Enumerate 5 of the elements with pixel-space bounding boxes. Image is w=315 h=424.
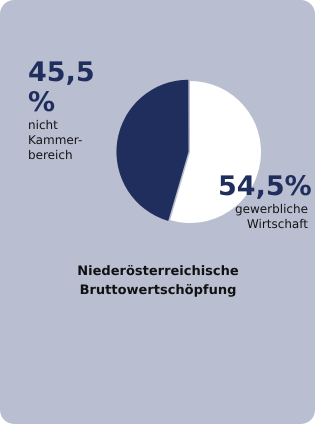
data-label: 54,5% (218, 171, 312, 202)
data-label: 45,5 % (28, 57, 96, 118)
slice-label: nicht Kammer-bereich (28, 118, 84, 163)
text: Niederösterreichische Bruttowertschöpfung (76, 263, 240, 300)
slice-label: gewerbliche Wirtschaft (234, 202, 308, 232)
